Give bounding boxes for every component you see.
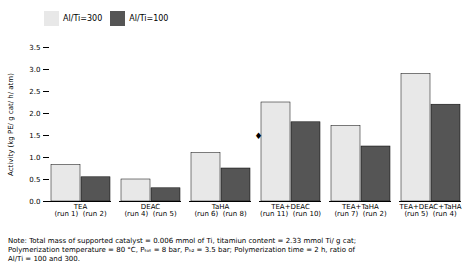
html-text:Al/Ti=300: Al/Ti=300 bbox=[63, 14, 103, 23]
svg-text:Activity (kg PE/ g cat/ h/ atm: Activity (kg PE/ g cat/ h/ atm) bbox=[7, 73, 15, 176]
svg-text:2.0: 2.0 bbox=[29, 110, 40, 118]
svg-text:TEA+TaHA(run 7) (run 2): TEA+TaHA(run 7) (run 2) bbox=[334, 203, 387, 218]
svg-text:1.5: 1.5 bbox=[29, 132, 40, 140]
svg-text:TaHA(run 6) (run 8): TaHA(run 6) (run 8) bbox=[194, 203, 247, 218]
svg-text:3.0: 3.0 bbox=[29, 66, 40, 74]
svg-text:0.0: 0.0 bbox=[29, 198, 40, 206]
svg-text:2.5: 2.5 bbox=[29, 88, 40, 96]
svg-text:♦: ♦ bbox=[255, 131, 263, 141]
svg-text:TEA+DEAC(run 11) (run 10): TEA+DEAC(run 11) (run 10) bbox=[260, 203, 321, 218]
html-text:Note: Total mass of supported: Note: Total mass of supported catalyst =… bbox=[8, 237, 356, 264]
svg-text:1.0: 1.0 bbox=[29, 154, 40, 162]
svg-text:TEA+DEAC+TaHA(run 5) (run 4): TEA+DEAC+TaHA(run 5) (run 4) bbox=[398, 203, 461, 218]
svg-text:DEAC(run 4) (run 5): DEAC(run 4) (run 5) bbox=[124, 203, 177, 218]
svg-text:0.5: 0.5 bbox=[29, 176, 40, 184]
svg-text:TEA(run 1) (run 2): TEA(run 1) (run 2) bbox=[54, 203, 107, 218]
html-text:Al/Ti=100: Al/Ti=100 bbox=[129, 14, 169, 23]
svg-text:3.5: 3.5 bbox=[29, 44, 40, 52]
